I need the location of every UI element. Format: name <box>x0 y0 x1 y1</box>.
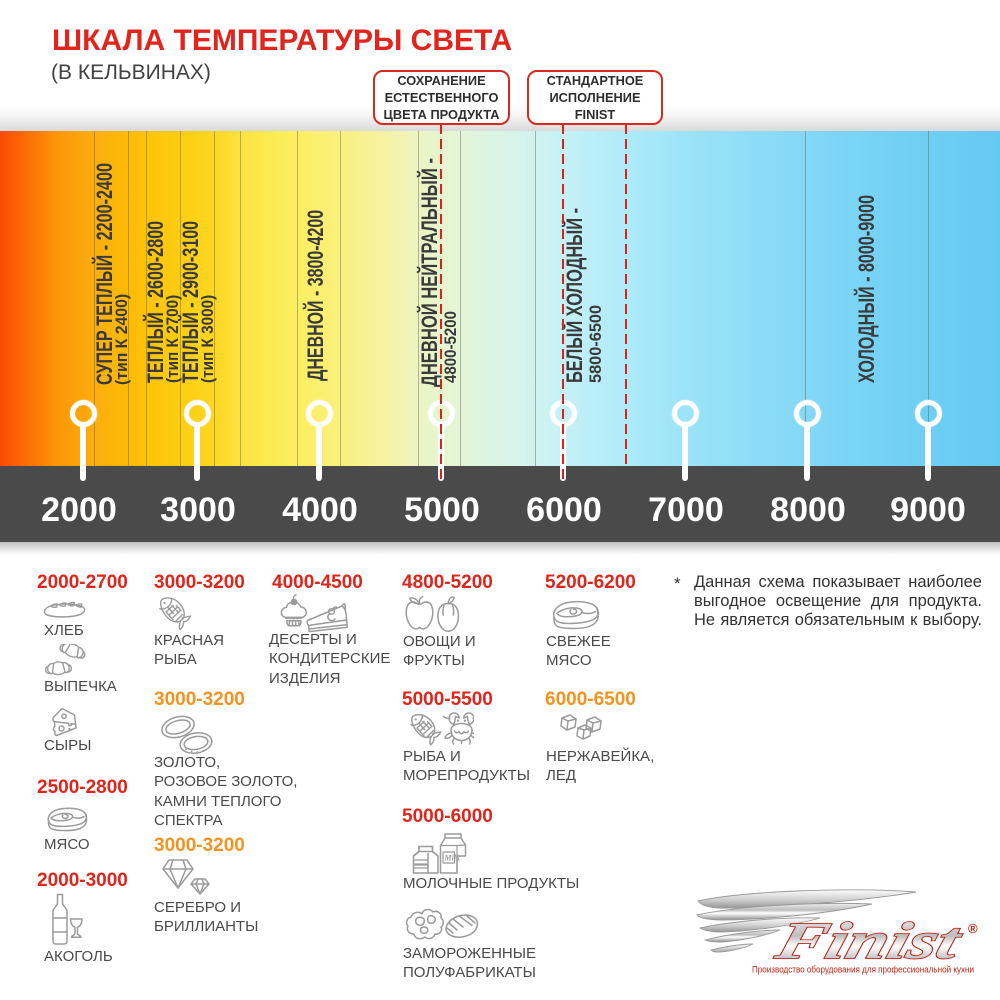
svg-text:Производство оборудования для: Производство оборудования для профессион… <box>752 965 974 975</box>
svg-text:®: ® <box>968 921 978 936</box>
svg-text:Finist: Finist <box>769 913 970 970</box>
svg-text:Milk: Milk <box>444 854 461 863</box>
